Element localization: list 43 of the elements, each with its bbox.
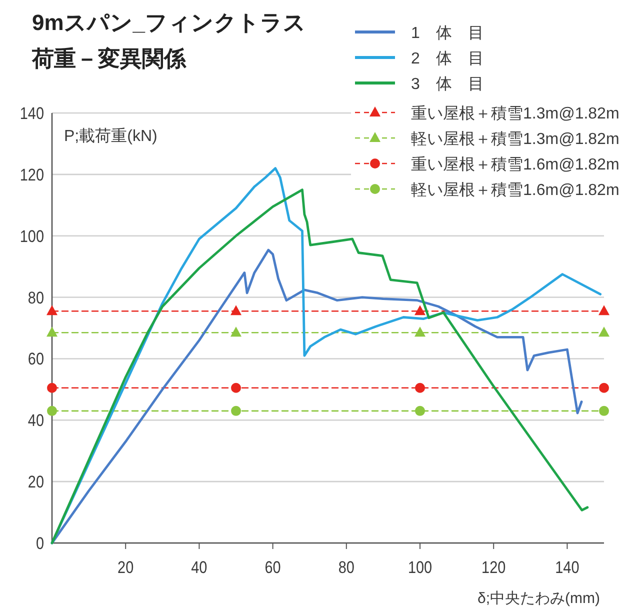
y-tick-label: 140	[20, 104, 44, 124]
y-tick-label: 20	[28, 474, 44, 492]
x-tick-label: 120	[482, 558, 506, 578]
point	[230, 305, 242, 316]
chart-subtitle: 荷重－変異関係	[31, 46, 187, 71]
point	[599, 406, 609, 416]
legend-label: 重い屋根＋積雪1.3m@1.82m	[411, 104, 620, 122]
point	[415, 382, 425, 393]
point	[414, 326, 426, 337]
x-axis-title: δ;中央たわみ(mm)	[478, 590, 600, 607]
x-tick-label: 80	[338, 558, 355, 578]
x-tick-label: 140	[555, 558, 580, 578]
x-tick-label: 100	[408, 558, 432, 578]
point	[414, 305, 426, 316]
point	[47, 382, 57, 393]
y-tick-label: 120	[20, 166, 44, 185]
y-tick-label: 100	[20, 228, 44, 246]
y-tick-label: 60	[28, 350, 44, 370]
point	[599, 382, 609, 393]
chart-title: 9mスパン_フィンクトラス	[32, 10, 306, 35]
x-tick-label: 20	[118, 558, 134, 578]
point	[598, 326, 610, 337]
point	[47, 406, 57, 416]
y-tick-label: 40	[28, 412, 44, 430]
point	[46, 305, 58, 316]
legend-label: 1 体 目	[411, 25, 484, 42]
legend-label: 軽い屋根＋積雪1.6m@1.82m	[411, 181, 620, 199]
y-tick-label: 80	[28, 289, 44, 308]
y-axis-title: P;載荷重(kN)	[64, 127, 158, 145]
point	[46, 326, 58, 337]
legend-label: 2 体 目	[411, 50, 484, 68]
point	[598, 305, 610, 316]
point	[415, 406, 425, 416]
x-tick-label: 40	[191, 558, 208, 578]
line-series	[50, 248, 583, 544]
legend-label: 3 体 目	[411, 76, 484, 93]
y-tick-label: 0	[36, 534, 44, 554]
point	[231, 406, 241, 416]
point	[230, 326, 242, 337]
legend-label: 軽い屋根＋積雪1.3m@1.82m	[411, 130, 620, 148]
x-tick-label: 60	[264, 558, 282, 578]
point	[231, 382, 241, 393]
legend-label: 重い屋根＋積雪1.6m@1.82m	[411, 156, 620, 174]
